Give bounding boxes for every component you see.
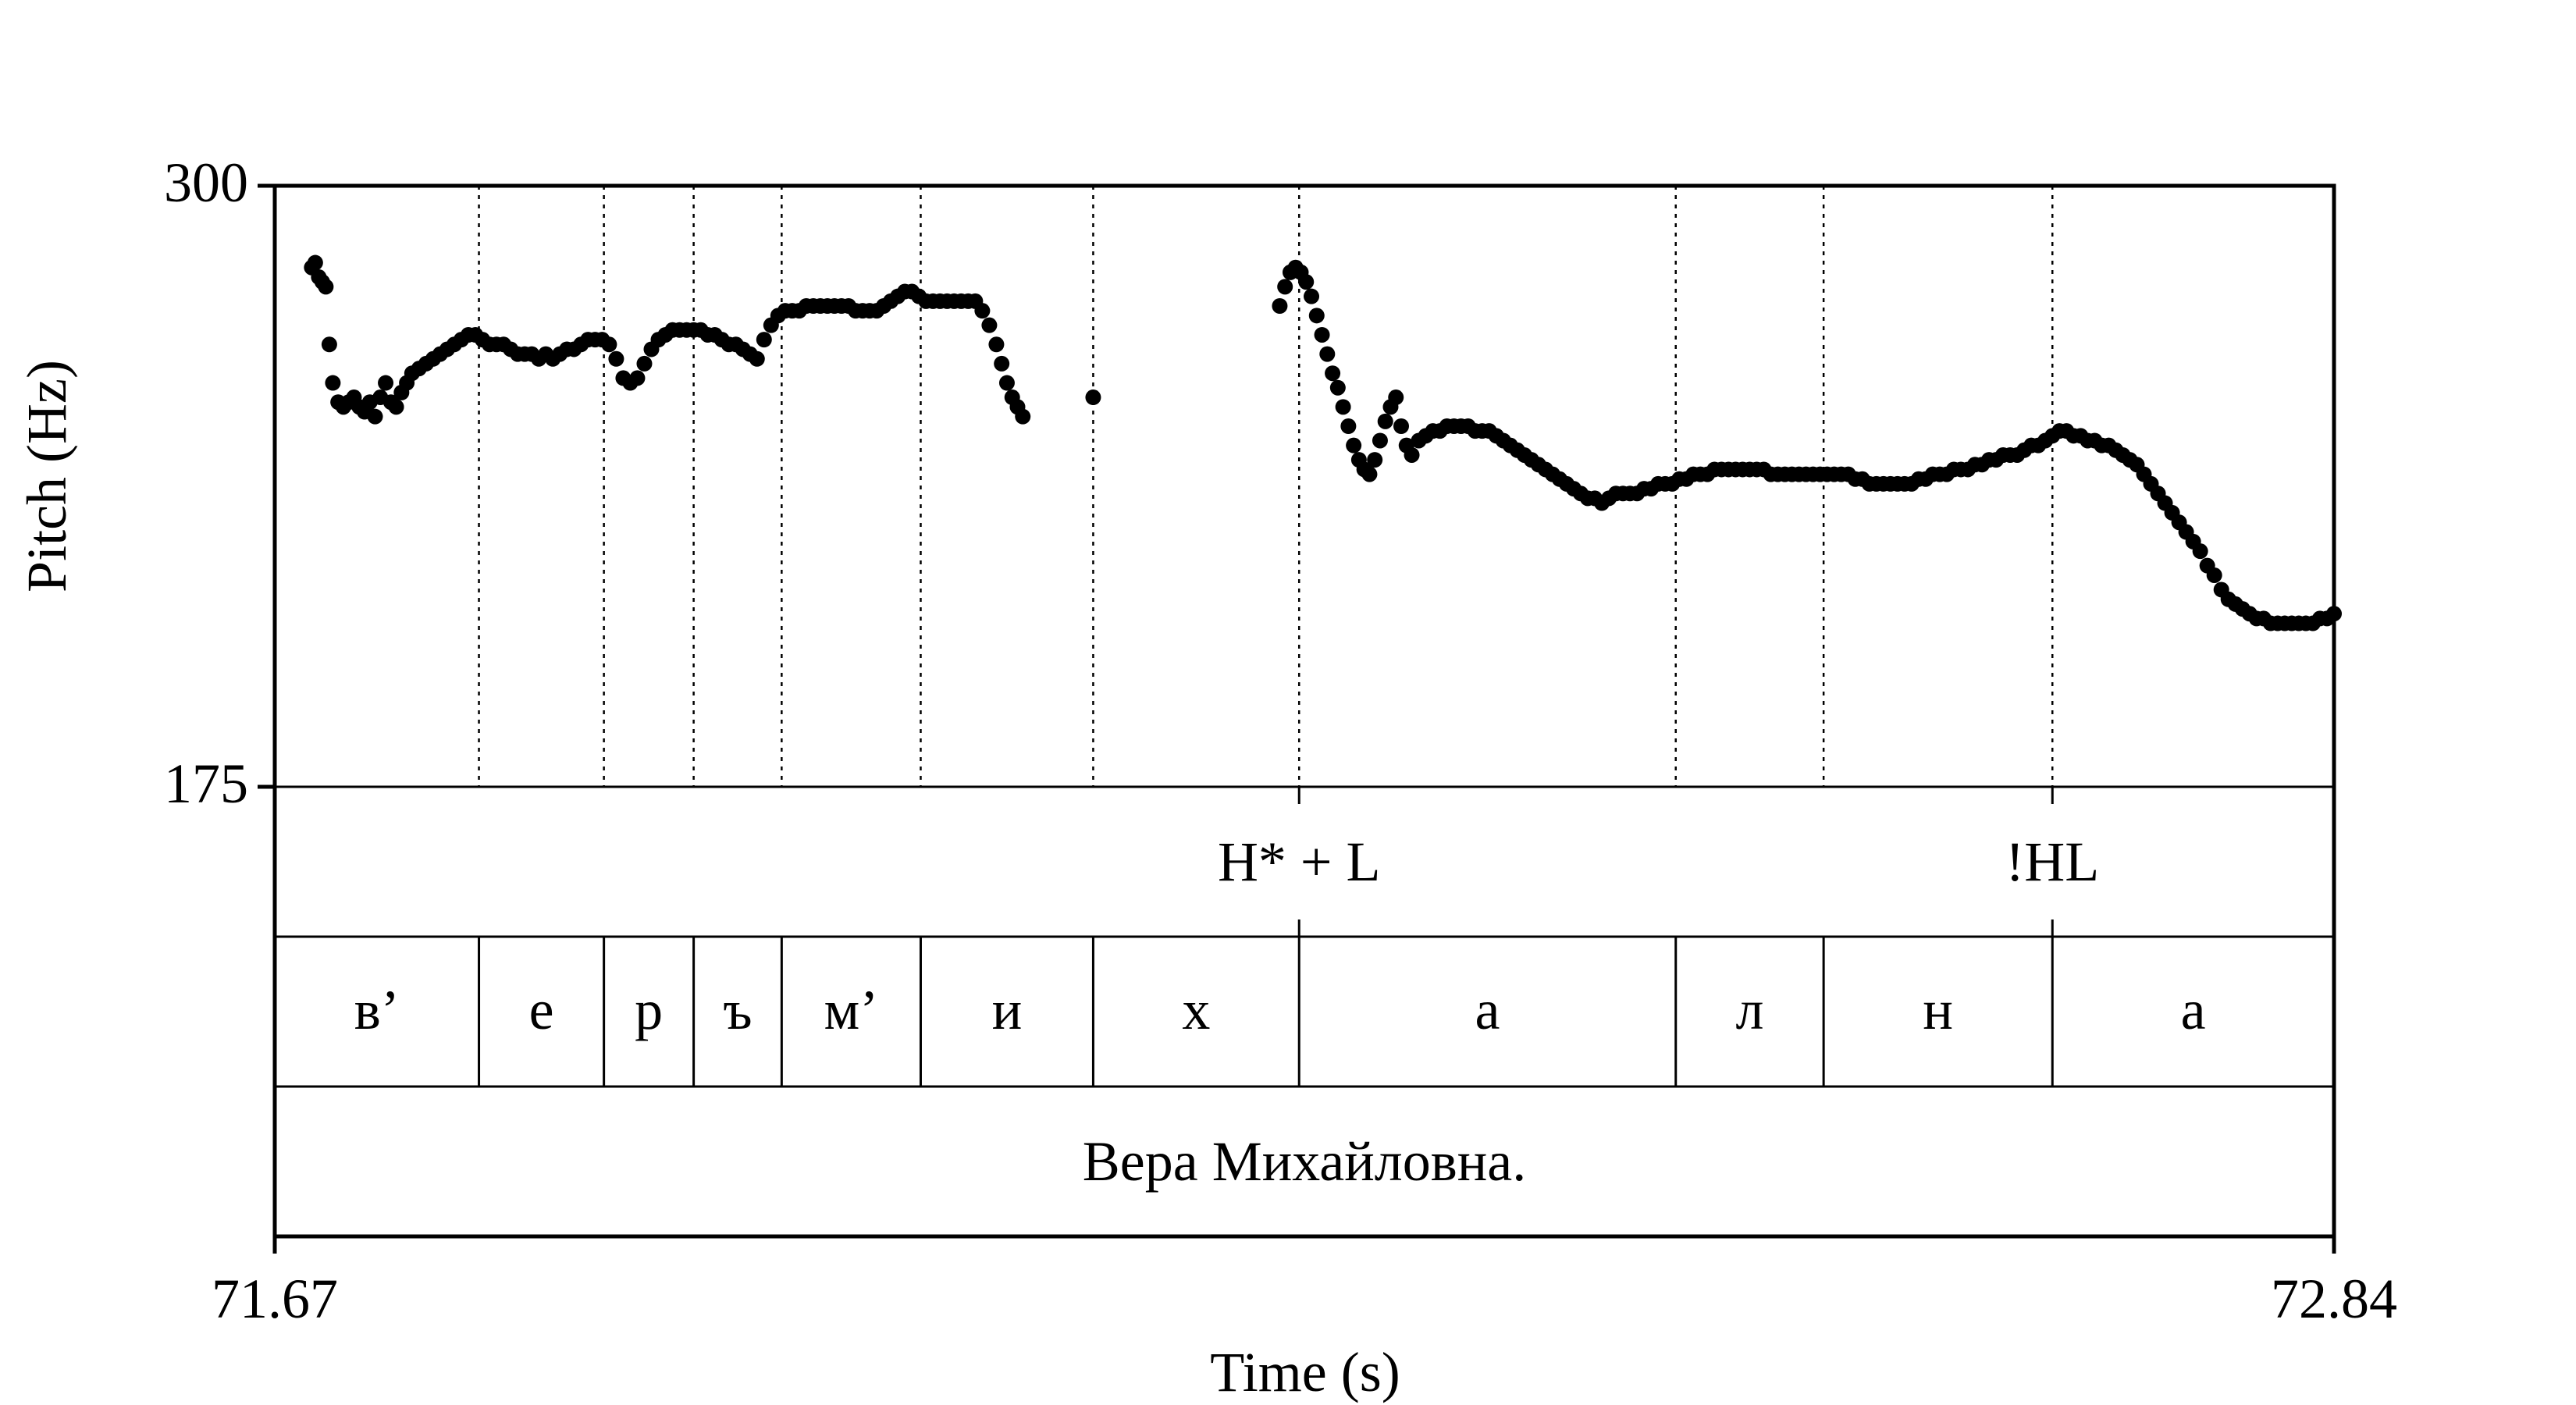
pitch-point — [629, 370, 646, 386]
segment-label: р — [635, 979, 663, 1041]
pitch-point — [1015, 408, 1031, 425]
segment-label: ъ — [723, 979, 752, 1041]
pitch-point — [321, 336, 337, 353]
tone-label: H* + L — [1218, 831, 1381, 893]
pitch-point — [1367, 452, 1383, 468]
pitch-point — [1393, 418, 1410, 434]
y-tick-label-top: 300 — [164, 151, 248, 214]
word-label: Вера Михайловна. — [1083, 1130, 1526, 1193]
pitch-point — [1346, 437, 1362, 454]
pitch-point — [388, 399, 404, 415]
pitch-point — [756, 332, 772, 348]
pitch-points — [304, 254, 2342, 631]
segment-label: х — [1182, 979, 1210, 1041]
x-tick-label-start: 71.67 — [212, 1268, 338, 1330]
pitch-point — [2192, 543, 2208, 560]
pitch-point — [1377, 413, 1393, 429]
plot-frame — [258, 183, 2336, 1254]
pitch-point — [994, 355, 1010, 372]
annotation-tiers: H* + L !HL в’ е р ъ м’ и х а л н а Вера Михайловна. — [354, 787, 2206, 1193]
y-tick-label-bottom: 175 — [164, 752, 248, 815]
segment-label: л — [1735, 979, 1763, 1041]
pitch-point — [1340, 418, 1357, 434]
pitch-point — [367, 408, 383, 425]
segment-label: е — [529, 979, 554, 1041]
pitch-point — [981, 317, 998, 333]
pitch-point — [1388, 389, 1404, 406]
pitch-point — [1298, 274, 1315, 290]
pitch-point — [998, 375, 1015, 391]
pitch-point — [1329, 379, 1346, 396]
pitch-point — [1314, 326, 1330, 343]
pitch-point — [1319, 346, 1336, 362]
pitch-point — [1325, 365, 1341, 382]
pitch-point — [318, 279, 334, 295]
pitch-point — [1361, 466, 1378, 482]
pitch-point — [1308, 308, 1325, 324]
pitch-point — [2206, 567, 2222, 583]
pitch-point — [307, 254, 323, 271]
x-axis-label: Time (s) — [1210, 1341, 1400, 1403]
pitch-point — [1335, 399, 1351, 415]
plot-border — [272, 183, 2336, 1239]
tone-label: !HL — [2005, 831, 2099, 893]
pitch-point — [1304, 288, 1320, 304]
segment-label: н — [1923, 979, 1953, 1041]
pitch-point — [601, 336, 617, 353]
pitch-point — [1372, 432, 1388, 449]
pitch-point — [1085, 389, 1101, 406]
pitch-point — [974, 303, 991, 319]
segment-label: а — [1475, 979, 1500, 1041]
pitch-point — [1277, 279, 1293, 295]
y-axis-label: Pitch (Hz) — [16, 360, 78, 592]
x-tick-label-end: 72.84 — [2271, 1268, 2397, 1330]
pitch-point — [325, 375, 341, 391]
pitch-point — [988, 336, 1005, 353]
pitch-point — [636, 355, 653, 372]
pitch-point — [378, 375, 394, 391]
pitch-point — [1272, 298, 1288, 314]
pitch-point — [1404, 446, 1420, 463]
segment-label: м’ — [824, 979, 879, 1041]
segment-label: и — [992, 979, 1023, 1041]
pitch-point — [608, 350, 624, 367]
segment-label: а — [2181, 979, 2206, 1041]
segment-label: в’ — [354, 979, 400, 1041]
pitch-point — [749, 350, 765, 367]
